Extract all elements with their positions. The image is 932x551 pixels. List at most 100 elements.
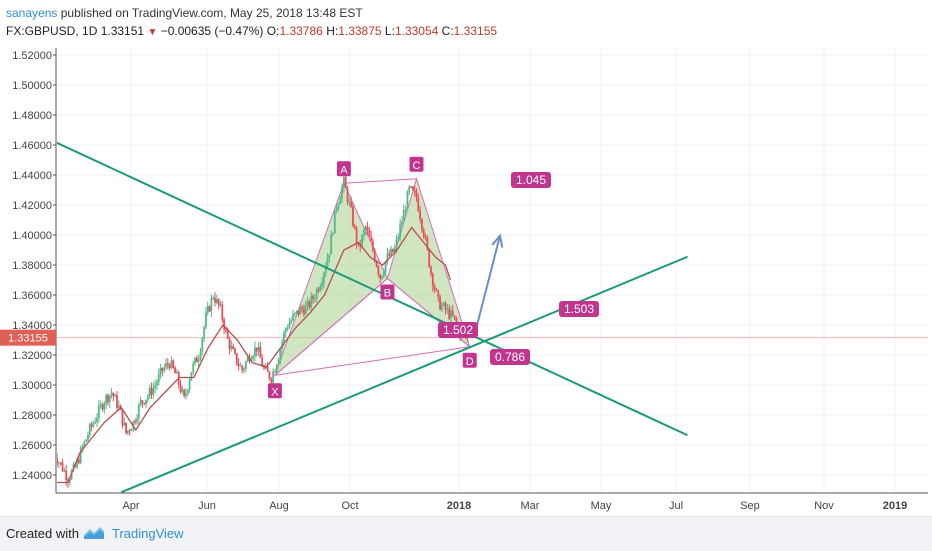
candle-body xyxy=(53,453,55,454)
candle-body xyxy=(148,388,151,397)
candle-body xyxy=(350,201,353,207)
high-value: 1.33875 xyxy=(338,24,382,38)
candle-body xyxy=(341,187,343,199)
candle-body xyxy=(313,298,316,300)
candle-body xyxy=(208,306,211,312)
candle-body xyxy=(450,310,452,319)
candle-body xyxy=(439,296,441,310)
candle-body xyxy=(377,266,380,275)
candle-body xyxy=(83,441,86,447)
candle-body xyxy=(121,409,124,426)
pattern-point-b: B xyxy=(380,284,395,300)
publish-info: published on TradingView.com, May 25, 20… xyxy=(60,6,363,20)
candle-body xyxy=(185,393,187,397)
candle-body xyxy=(174,367,176,374)
price-tick-label: 1.38000 xyxy=(12,260,52,272)
tradingview-brand-link[interactable]: TradingView xyxy=(112,526,184,541)
candle-body xyxy=(170,360,173,368)
tradingview-logo-icon[interactable] xyxy=(82,525,106,541)
candle-body xyxy=(157,374,160,383)
ratio-label: 0.786 xyxy=(490,349,530,365)
pattern-point-x: X xyxy=(267,383,282,399)
candle-body xyxy=(353,225,356,228)
candle-body xyxy=(277,359,280,365)
candle-body xyxy=(261,357,264,367)
candle-body xyxy=(150,388,153,395)
candle-body xyxy=(293,312,296,315)
candle-body xyxy=(123,422,126,426)
time-tick-label: Apr xyxy=(122,500,139,512)
candle-body xyxy=(199,351,202,360)
candle-body xyxy=(357,243,360,245)
candle-body xyxy=(152,387,155,395)
time-tick-label: 2019 xyxy=(883,500,907,512)
candle-body xyxy=(283,332,285,342)
candle-body xyxy=(355,227,358,244)
candle-body xyxy=(386,253,389,263)
pattern-leg xyxy=(274,278,388,376)
price-tag-text: 1.33155 xyxy=(8,333,48,345)
candle-body xyxy=(57,458,59,464)
candle-body xyxy=(448,308,451,319)
candle-body xyxy=(402,210,405,222)
price-chart[interactable]: 1.52000 1.50000 1.48000 1.46000 1.44000 1.420… xyxy=(0,0,932,516)
candle-body xyxy=(223,319,225,330)
candle-body xyxy=(92,423,95,427)
candle-body xyxy=(384,262,387,273)
candle-body xyxy=(156,382,158,386)
candle-body xyxy=(346,188,349,202)
candle-body xyxy=(136,418,138,423)
pattern-point-label: D xyxy=(466,356,474,368)
candle-body xyxy=(117,405,120,408)
candle-body xyxy=(126,430,129,434)
candle-body xyxy=(215,299,218,303)
candle-body xyxy=(241,365,244,371)
candle-body xyxy=(279,349,282,360)
candle-body xyxy=(308,301,311,308)
candle-body xyxy=(186,389,189,394)
candle-body xyxy=(455,318,458,325)
candle-body xyxy=(137,405,140,419)
price-tick-label: 1.30000 xyxy=(12,380,52,392)
candle-body xyxy=(105,395,108,404)
price-tick-label: 1.52000 xyxy=(12,50,52,62)
candle-body xyxy=(323,273,325,283)
candle-body xyxy=(125,422,127,434)
candle-body xyxy=(255,347,258,352)
pattern-point-d: D xyxy=(462,352,477,368)
candle-body xyxy=(368,230,371,237)
candle-body xyxy=(94,421,97,424)
candle-body xyxy=(315,289,318,299)
ratio-text: 0.786 xyxy=(495,350,525,364)
price-tick-label: 1.24000 xyxy=(12,470,52,482)
trend-line xyxy=(57,141,688,437)
down-arrow-icon: ▼ xyxy=(147,27,158,38)
candle-body xyxy=(362,230,365,236)
candle-body xyxy=(270,378,273,383)
created-with-label: Created with xyxy=(6,526,79,541)
pattern-point-a: A xyxy=(336,161,351,177)
candle-body xyxy=(163,367,166,371)
candle-body xyxy=(364,226,367,231)
candle-body xyxy=(433,285,436,290)
candle-body xyxy=(103,403,106,410)
author-link[interactable]: sanayens xyxy=(6,6,58,20)
candle-body xyxy=(239,365,242,367)
candle-body xyxy=(192,363,195,373)
candle-body xyxy=(301,307,304,310)
ratio-text: 1.503 xyxy=(564,302,594,316)
candle-body xyxy=(212,297,215,299)
candle-body xyxy=(76,459,78,467)
candle-body xyxy=(321,282,323,287)
price-tick-label: 1.40000 xyxy=(12,230,52,242)
candle-body xyxy=(382,272,385,277)
time-tick-label: 2018 xyxy=(447,500,471,512)
candle-body xyxy=(303,309,305,315)
pattern-leg xyxy=(343,178,417,184)
candle-body xyxy=(252,356,255,360)
candle-body xyxy=(266,366,269,372)
low-label: L: xyxy=(384,24,395,38)
candle-body xyxy=(130,429,133,431)
candle-body xyxy=(352,206,354,226)
candle-body xyxy=(328,254,331,258)
